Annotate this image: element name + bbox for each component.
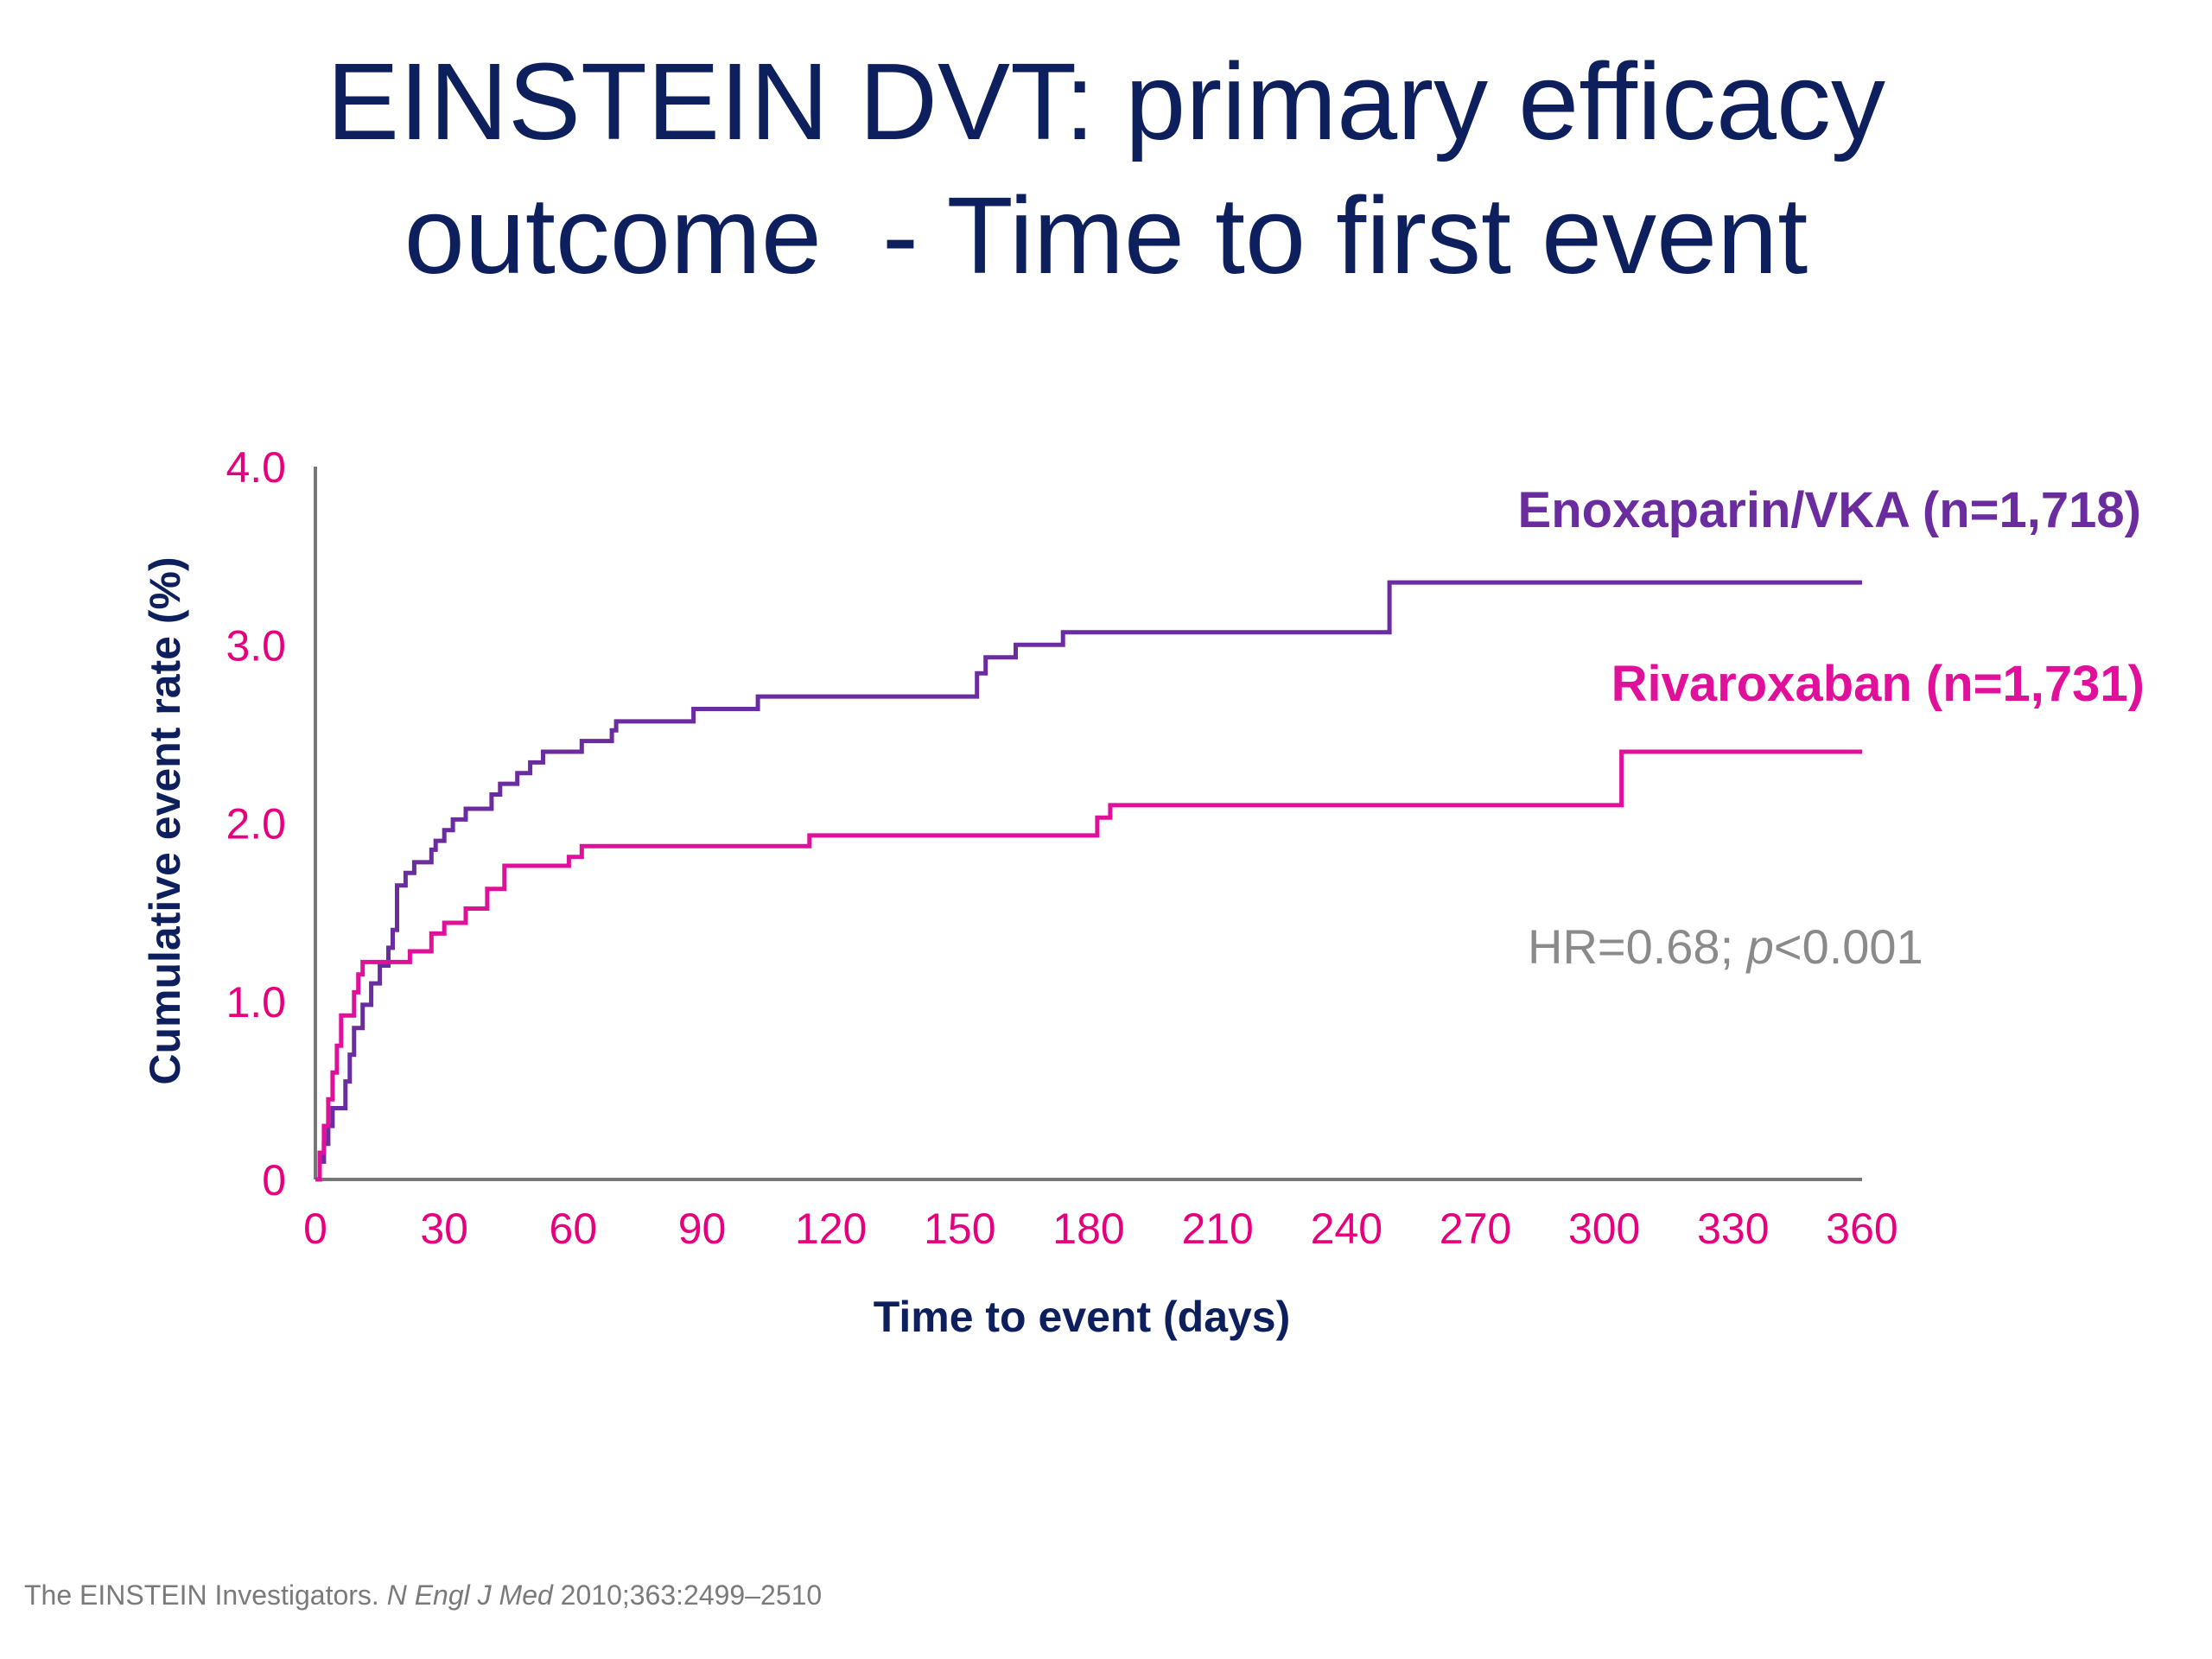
x-tick-label: 150 <box>924 1205 995 1253</box>
enoxaparin-curve <box>315 580 1862 1182</box>
y-axis-title: Cumulative event rate (%) <box>141 556 189 1084</box>
hazard-ratio-annotation: HR=0.68; p<0.001 <box>1528 919 1923 974</box>
x-tick-label: 270 <box>1440 1205 1511 1253</box>
slide-title: EINSTEIN DVT: primary efficacy outcome -… <box>0 35 2212 302</box>
y-tick-label: 1.0 <box>226 978 286 1027</box>
title-line-1: EINSTEIN DVT: primary efficacy <box>326 41 1886 162</box>
footnote-journal: N Engl J Med <box>386 1580 553 1611</box>
p-value: <0.001 <box>1774 919 1923 974</box>
y-tick-label: 2.0 <box>226 800 286 849</box>
x-tick-label: 360 <box>1826 1205 1897 1253</box>
x-tick-label: 240 <box>1311 1205 1382 1253</box>
y-tick-label: 3.0 <box>226 621 286 670</box>
axes <box>314 467 1862 1181</box>
x-tick-label: 60 <box>550 1205 598 1253</box>
p-symbol: p <box>1745 919 1774 974</box>
x-tick-label: 30 <box>420 1205 468 1253</box>
series-lines <box>315 580 1862 1182</box>
hr-prefix: HR=0.68; <box>1528 919 1747 974</box>
x-tick-label: 180 <box>1052 1205 1124 1253</box>
x-tick-label: 330 <box>1697 1205 1769 1253</box>
legend-rivaroxaban: Rivaroxaban (n=1,731) <box>1611 656 2145 712</box>
y-tick-label: 4.0 <box>226 443 286 492</box>
x-tick-label: 210 <box>1181 1205 1253 1253</box>
legend-enoxaparin: Enoxaparin/VKA (n=1,718) <box>1518 482 2141 538</box>
x-axis-title: Time to event (days) <box>874 1293 1291 1341</box>
tick-labels: 0 1.0 2.0 3.0 4.0 0 30 60 90 120 150 180 210 240 270 30… <box>226 443 1897 1253</box>
x-tick-label: 300 <box>1568 1205 1640 1253</box>
x-tick-label: 90 <box>678 1205 727 1253</box>
x-tick-label: 120 <box>795 1205 867 1253</box>
footnote-citation: 2010;363:2499–2510 <box>560 1580 823 1611</box>
y-tick-label: 0 <box>262 1156 286 1205</box>
rivaroxaban-curve <box>315 749 1862 1182</box>
footnote-authors: The EINSTEIN Investigators. <box>24 1580 379 1611</box>
citation-footnote: The EINSTEIN Investigators. N Engl J Med… <box>24 1580 822 1611</box>
title-line-2: outcome - Time to first event <box>404 175 1808 296</box>
x-tick-label: 0 <box>303 1205 327 1253</box>
